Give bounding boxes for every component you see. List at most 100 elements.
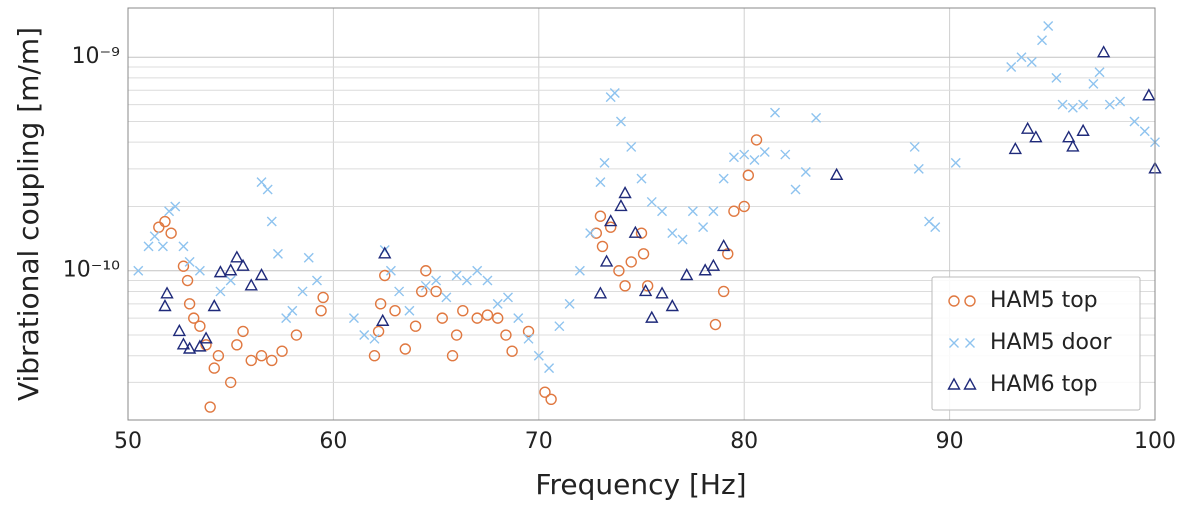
legend-label: HAM6 top [990,372,1098,397]
point [149,231,160,242]
point [522,325,535,338]
point [680,268,694,281]
point [404,305,415,316]
point [290,329,303,341]
point [698,222,709,233]
point [213,265,228,278]
point [1051,72,1062,83]
point [1142,88,1156,101]
point [178,241,189,252]
point [545,393,557,406]
x-tick-label: 90 [936,429,964,454]
point [742,169,755,181]
point [183,298,196,310]
point [170,201,181,212]
point [188,312,200,324]
point [636,173,647,184]
legend-marker [963,377,977,390]
point [1016,52,1027,63]
point [212,350,225,362]
point [657,206,668,217]
point [176,337,191,350]
point [420,265,432,277]
legend-marker [948,295,960,307]
point [236,258,250,271]
point [1115,96,1126,107]
point [641,280,654,292]
legend-marker [964,295,976,307]
point [256,177,267,188]
point [194,320,206,332]
point [237,325,249,338]
point [595,177,606,188]
point [596,240,609,253]
point [372,325,385,338]
point [177,260,190,272]
point [677,234,688,245]
point [394,286,405,297]
point [262,184,273,195]
point [1078,99,1089,110]
point [759,146,770,157]
point [1037,35,1048,46]
point [315,304,327,317]
point [472,265,483,276]
point [1020,121,1035,134]
point [200,339,212,351]
point [451,270,462,281]
point [159,215,171,228]
point [181,274,194,287]
point [554,321,565,332]
point [165,227,177,239]
point [1139,126,1150,137]
point [706,258,721,271]
point [609,87,620,98]
point [1008,141,1023,155]
point [378,246,392,259]
point [506,345,518,357]
point [430,285,442,298]
point [1026,56,1037,67]
point [604,221,617,233]
point [287,305,298,316]
x-tick-label: 70 [525,429,553,454]
point [208,362,220,374]
point [750,134,763,146]
point [513,313,524,324]
point [1104,99,1115,110]
point [193,339,207,352]
point [628,225,643,238]
point [376,313,390,326]
points [133,21,1162,413]
point [739,149,750,160]
legend: HAM5 top HAM5 door HAM6 top [931,276,1141,411]
point [625,256,637,268]
legend-marker [947,377,961,390]
point [585,228,596,239]
point [450,329,463,341]
point [604,214,618,227]
point [599,157,610,168]
point [749,155,760,166]
point [143,241,154,252]
point [638,283,653,297]
legend-label: HAM5 door [990,330,1112,355]
point [645,310,659,323]
point [539,386,551,398]
point [614,199,628,212]
point [637,248,650,260]
point [544,363,555,374]
point [230,250,244,263]
point [780,149,791,160]
point [164,206,175,217]
point [646,196,657,207]
point [635,227,648,239]
plot-frame [127,7,1156,421]
x-tick-label: 60 [319,429,347,454]
point [374,298,387,310]
point [207,299,221,312]
point [184,256,195,267]
point [1076,123,1090,136]
x-tick-label: 80 [730,429,758,454]
